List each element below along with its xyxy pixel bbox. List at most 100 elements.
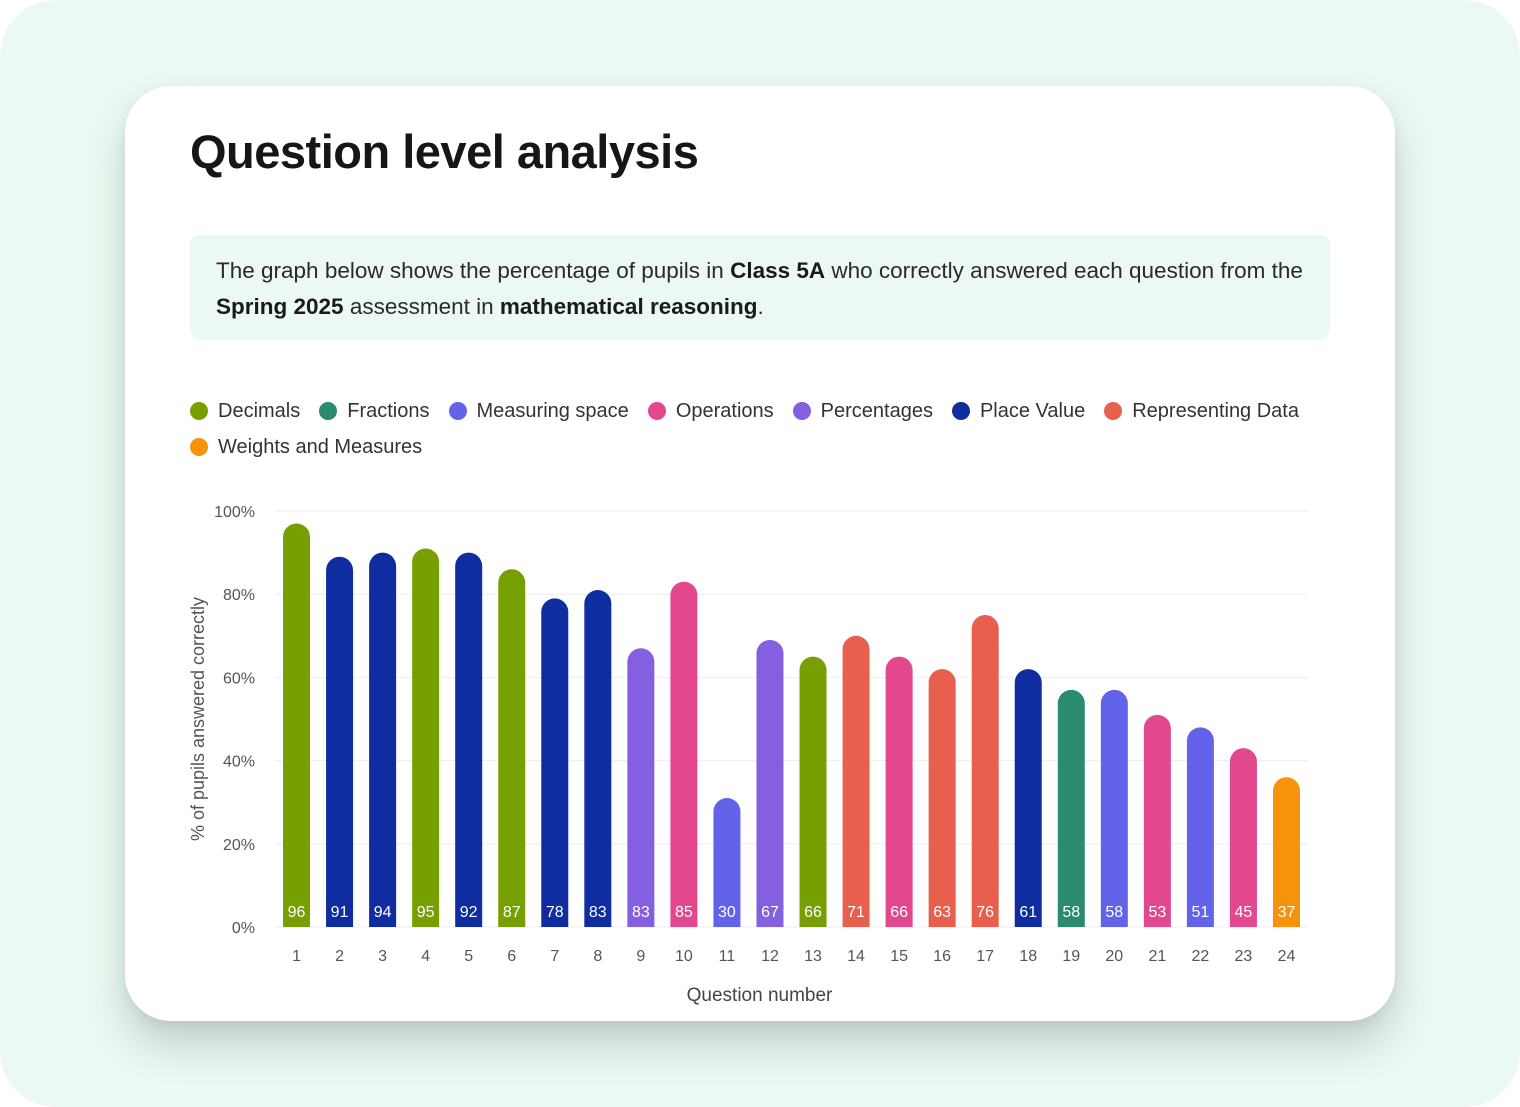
bar-value-label: 58: [1105, 904, 1123, 921]
bar: [498, 569, 526, 927]
bar: [885, 656, 913, 927]
legend-dot: [1104, 402, 1123, 420]
x-tick-label: 21: [1148, 948, 1166, 965]
bar-value-label: 94: [374, 904, 392, 921]
intro-text-2: who correctly answered each question fro…: [825, 258, 1303, 283]
legend-item[interactable]: Place Value: [951, 399, 1086, 423]
intro-text-3: assessment in: [343, 294, 500, 319]
bar-value-label: 92: [460, 904, 478, 921]
bar: [584, 590, 612, 927]
bar-chart: 0% 20% 40% 60% 80% 100% % of pupils answered c…: [188, 504, 1308, 1006]
y-tick-label: 100%: [214, 504, 255, 521]
legend-dot: [190, 402, 208, 420]
x-tick-label: 9: [636, 948, 645, 965]
bar-value-label: 76: [976, 904, 994, 921]
x-tick-label: 13: [804, 948, 822, 965]
legend-item[interactable]: Percentages: [792, 399, 933, 423]
y-axis-title: % of pupils answered correctly: [188, 597, 208, 841]
bar-value-label: 51: [1191, 904, 1209, 921]
bar: [455, 552, 483, 927]
legend-item[interactable]: Representing Data: [1104, 399, 1299, 423]
legend-item[interactable]: Fractions: [319, 399, 430, 423]
x-tick-label: 10: [675, 948, 693, 965]
legend-label: Place Value: [979, 399, 1086, 422]
bar-value-label: 58: [1062, 904, 1080, 921]
bar-value-label: 37: [1278, 904, 1296, 921]
x-tick-label: 3: [378, 948, 387, 965]
bar: [1143, 714, 1171, 927]
bar-value-label: 95: [417, 904, 435, 921]
bar: [283, 523, 311, 927]
y-tick-label: 60%: [223, 670, 255, 687]
legend-dot: [319, 402, 338, 420]
subject-name: mathematical reasoning: [499, 294, 758, 319]
bar: [670, 581, 698, 927]
x-tick-label: 11: [719, 948, 736, 965]
x-tick-label: 2: [335, 948, 344, 965]
x-tick-label: 20: [1105, 948, 1123, 965]
legend-label: Weights and Measures: [218, 435, 423, 458]
bar: [326, 556, 354, 927]
x-tick-label: 23: [1235, 948, 1253, 965]
bar: [1272, 777, 1300, 927]
x-tick-label: 17: [976, 948, 994, 965]
x-tick-label: 4: [421, 948, 430, 965]
x-tick-label: 7: [550, 948, 559, 965]
x-tick-label: 1: [292, 948, 301, 965]
legend-label: Operations: [675, 399, 774, 422]
legend-label: Percentages: [820, 399, 933, 422]
assessment-name: Spring 2025: [216, 294, 344, 319]
bar-value-label: 91: [331, 904, 349, 921]
bar-value-label: 61: [1019, 904, 1037, 921]
x-tick-label: 8: [593, 948, 602, 965]
x-tick-label: 14: [847, 948, 865, 965]
bar-value-label: 78: [546, 904, 564, 921]
bar: [842, 635, 870, 927]
bar: [541, 598, 569, 927]
x-tick-label: 18: [1019, 948, 1037, 965]
bar-value-label: 45: [1235, 904, 1253, 921]
bar-value-label: 30: [718, 904, 736, 921]
legend-dot: [647, 402, 666, 420]
legend-label: Fractions: [347, 399, 430, 422]
chart-legend: Decimals Fractions Measuring space Opera…: [190, 399, 1350, 459]
bar-value-label: 66: [804, 904, 822, 921]
bar: [1186, 727, 1214, 927]
intro-text-1: The graph below shows the percentage of …: [216, 258, 731, 283]
bar: [928, 669, 956, 927]
y-tick-label: 20%: [223, 837, 255, 854]
x-tick-label: 24: [1278, 948, 1296, 965]
legend-label: Measuring space: [476, 399, 629, 422]
analysis-card: Question level analysis The graph below …: [125, 86, 1395, 1021]
bar: [713, 798, 741, 927]
legend-label: Representing Data: [1132, 399, 1299, 422]
bar: [1229, 748, 1257, 927]
bar-value-label: 71: [847, 904, 865, 921]
bar-value-label: 83: [589, 904, 607, 921]
info-box: The graph below shows the percentage of …: [190, 235, 1330, 340]
legend-item[interactable]: Measuring space: [448, 399, 629, 423]
legend-dot: [190, 438, 208, 456]
x-tick-label: 19: [1062, 948, 1080, 965]
x-tick-label: 22: [1191, 948, 1209, 965]
y-tick-label: 40%: [223, 754, 255, 771]
bar: [369, 552, 397, 927]
bar: [1100, 689, 1128, 927]
bar: [412, 548, 440, 927]
intro-text-4: .: [757, 294, 764, 319]
legend-item[interactable]: Weights and Measures: [190, 435, 422, 459]
legend-dot: [951, 402, 970, 420]
bar-value-label: 87: [503, 904, 521, 921]
bar: [799, 656, 827, 927]
x-axis-title: Question number: [687, 985, 833, 1006]
bar-value-label: 63: [933, 904, 951, 921]
legend-item[interactable]: Operations: [647, 399, 774, 423]
legend-item[interactable]: Decimals: [190, 399, 300, 423]
bar-value-label: 83: [632, 904, 650, 921]
bar-value-label: 66: [890, 904, 908, 921]
legend-dot: [792, 402, 811, 420]
bar-value-label: 85: [675, 904, 693, 921]
class-name: Class 5A: [730, 258, 826, 283]
x-tick-label: 5: [464, 948, 473, 965]
bar-value-label: 53: [1148, 904, 1166, 921]
